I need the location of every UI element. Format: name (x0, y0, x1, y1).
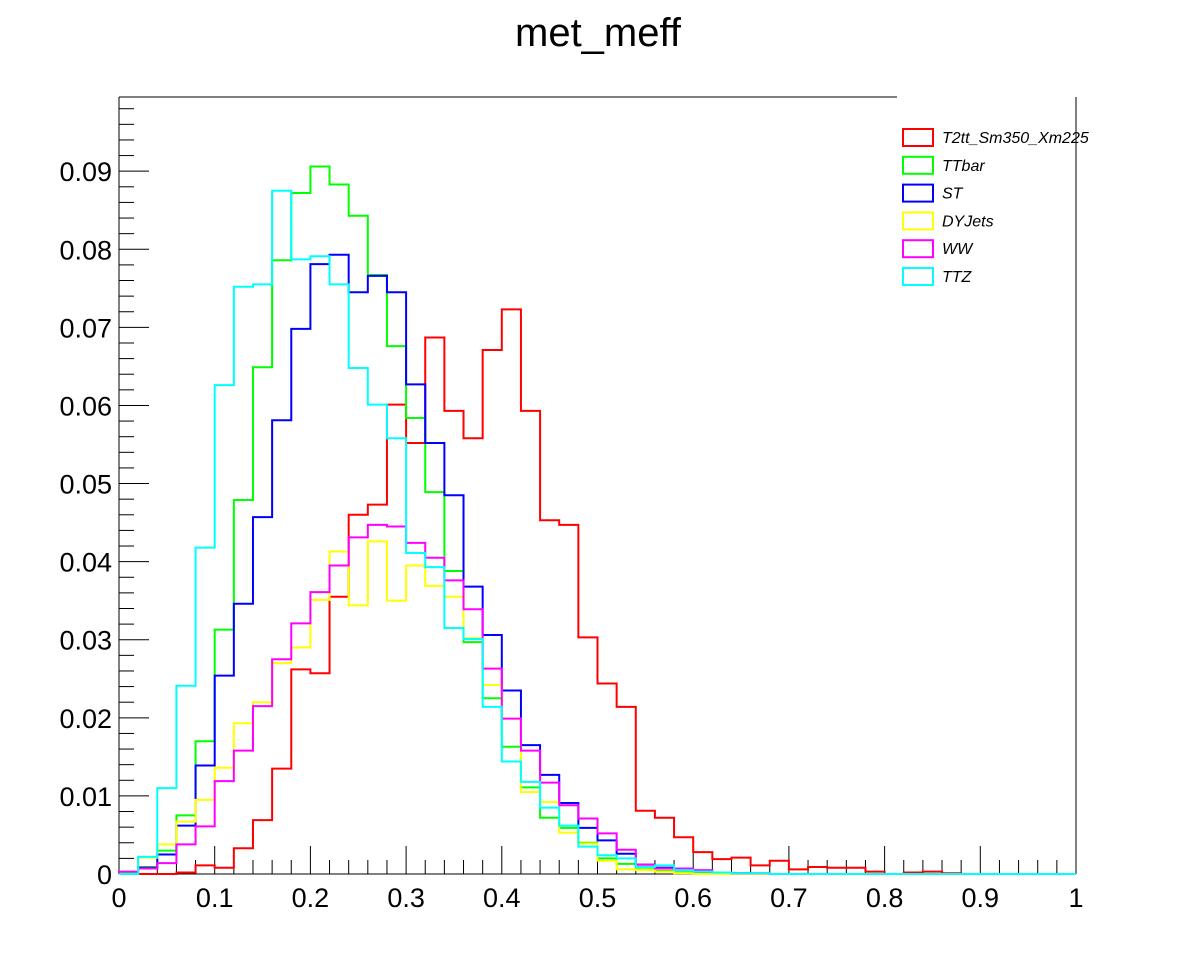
legend-swatch (902, 239, 934, 259)
x-tick-label: 0.2 (292, 883, 330, 913)
legend-label: T2tt_Sm350_Xm225 (942, 130, 1089, 147)
x-tick-label: 0.1 (196, 883, 234, 913)
y-tick-label: 0.08 (59, 235, 112, 265)
legend-swatch (902, 155, 934, 175)
x-tick-label: 0 (111, 883, 126, 913)
legend-swatch (902, 267, 934, 286)
x-tick-label: 0.7 (770, 883, 808, 913)
y-tick-label: 0.05 (59, 470, 112, 500)
legend-label: ST (942, 186, 964, 203)
legend-swatch (902, 183, 934, 203)
y-tick-label: 0.06 (59, 391, 112, 421)
y-tick-label: 0.03 (59, 626, 112, 656)
x-tick-label: 0.5 (579, 883, 617, 913)
x-tick-label: 0.9 (962, 883, 1000, 913)
legend-label: TTbar (942, 158, 985, 175)
legend-label: TTZ (942, 269, 973, 286)
x-tick-label: 0.3 (387, 883, 425, 913)
x-tick-label: 0.4 (483, 883, 521, 913)
series-group (118, 165, 1076, 875)
series-line-st (119, 253, 1076, 875)
series-line-t2tt-sm350-xm225 (119, 308, 1076, 875)
y-tick-label: 0.02 (59, 704, 112, 734)
series-line-ttz (119, 189, 1076, 875)
legend-label: WW (942, 241, 974, 258)
x-tick-label: 0.8 (866, 883, 904, 913)
y-tick-label: 0.07 (59, 313, 112, 343)
legend: T2tt_Sm350_Xm225 TTbar ST DYJets WW TTZ (902, 128, 1089, 286)
legend-swatch (902, 128, 934, 147)
x-tick-label: 0.6 (674, 883, 712, 913)
axes: 0 0.1 0.2 0.3 0.4 0.5 0.6 0.7 0.8 0.9 1 0 0.01 0.02 0.… (59, 96, 1084, 913)
y-tick-label: 0 (97, 860, 112, 890)
x-tick-label: 1 (1068, 883, 1083, 913)
y-tick-label: 0.04 (59, 548, 112, 578)
series-line-ww (118, 523, 1076, 875)
y-tick-label: 0.01 (59, 782, 112, 812)
legend-label: DYJets (942, 213, 994, 230)
y-tick-label: 0.09 (59, 157, 112, 187)
legend-swatch (902, 211, 934, 231)
chart-title: met_meff (515, 11, 682, 55)
